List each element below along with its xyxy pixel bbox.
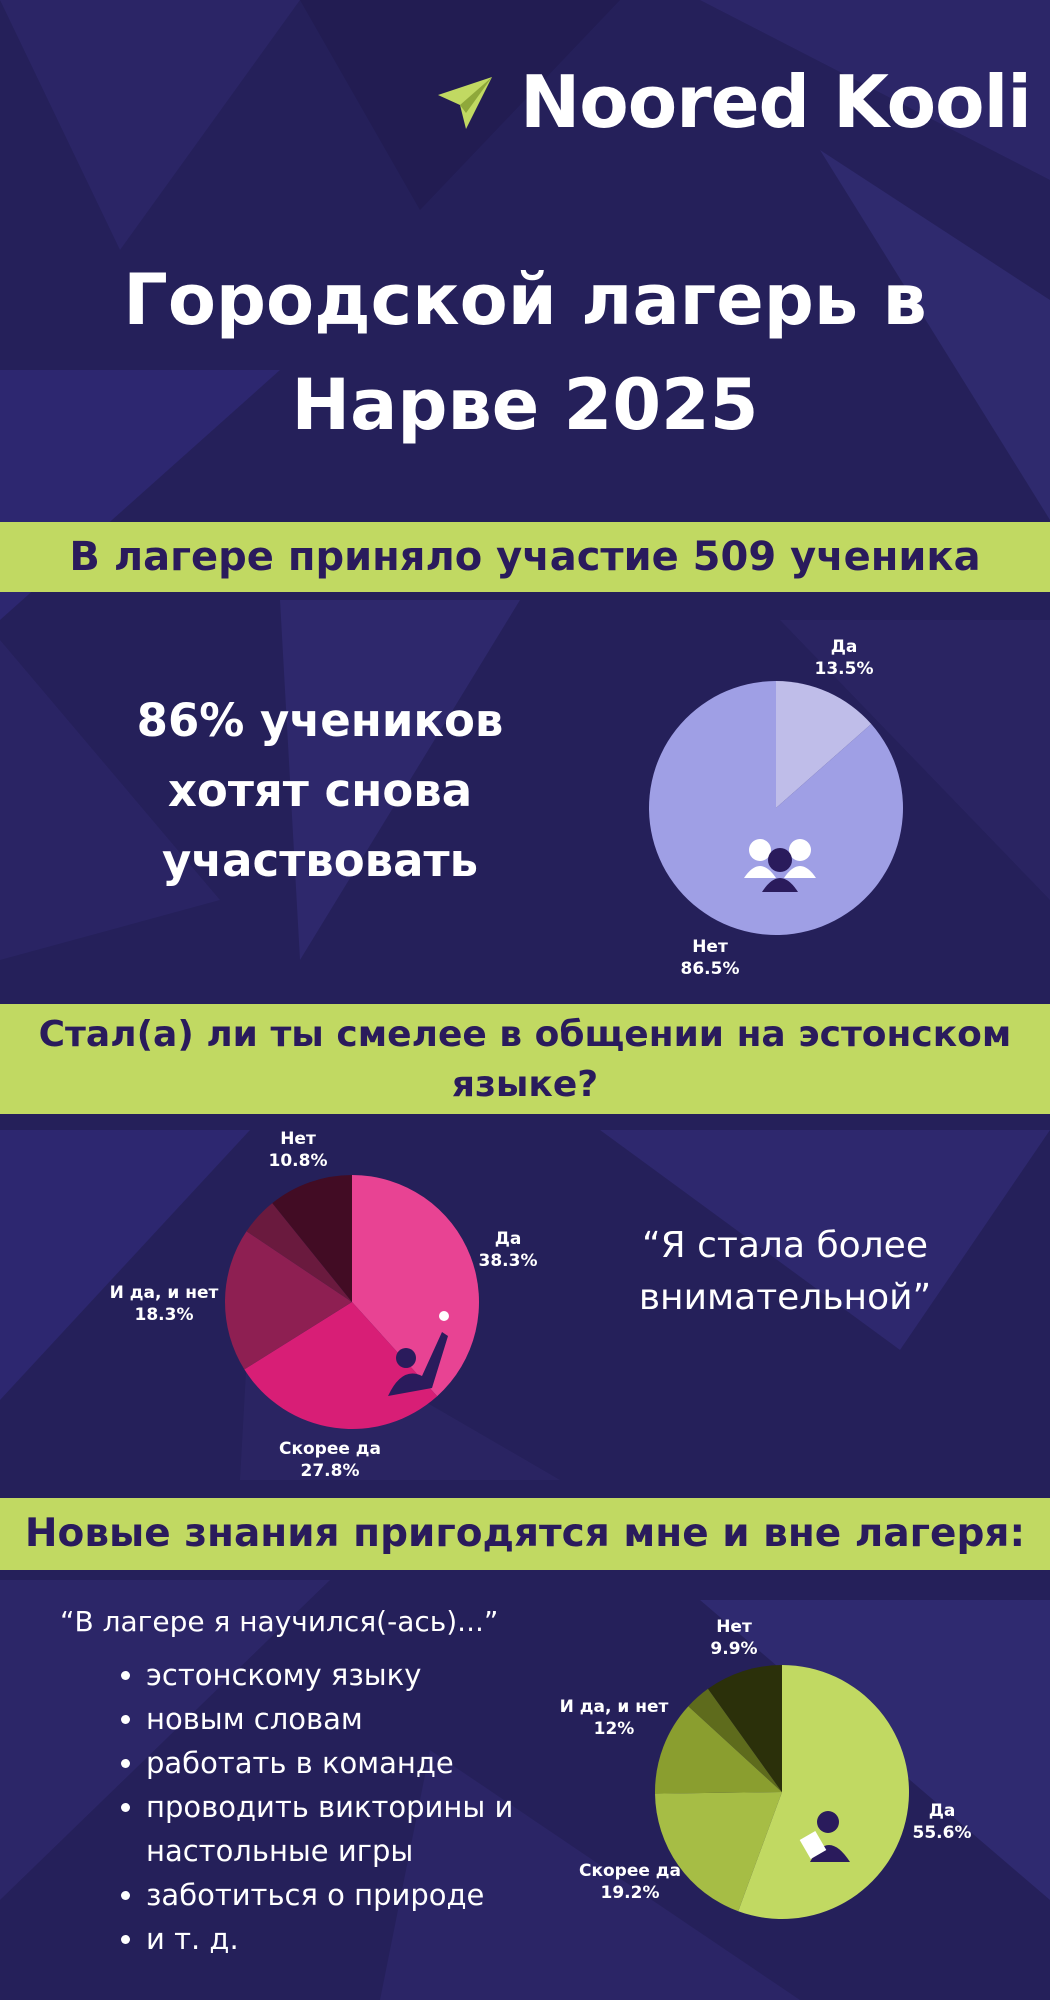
section2-heading: Стал(а) ли ты смелее в общении на эстонс…	[0, 1004, 1050, 1114]
page-title: Городской лагерь в Нарве 2025	[123, 259, 927, 446]
list-item: и т. д.	[146, 1917, 578, 1961]
slice-label: Скорее да 27.8%	[279, 1439, 381, 1481]
brand-name: Noored Kooli	[520, 60, 1032, 144]
slice-label: Да 55.6%	[913, 1801, 972, 1843]
pie-slice	[352, 1175, 479, 1397]
pie-slice	[244, 1302, 438, 1429]
pie-slice	[688, 1688, 782, 1792]
pie-slice	[649, 681, 903, 935]
pie-slice	[655, 1792, 782, 1912]
pie-slice	[738, 1665, 909, 1919]
section3-heading: Новые знания пригодятся мне и вне лагеря…	[0, 1498, 1050, 1570]
learned-list: эстонскому языку новым словам работать в…	[118, 1653, 578, 1961]
list-item: проводить викторины и настольные игры	[146, 1785, 578, 1873]
pie-slice	[225, 1231, 352, 1370]
pie-slice	[655, 1706, 782, 1794]
section1-heading: В лагере приняло участие 509 ученика	[0, 522, 1050, 592]
list-item: эстонскому языку	[146, 1653, 578, 1697]
slice-label: Скорее да 19.2%	[579, 1861, 681, 1903]
pie-chart-confidence: Да 38.3% Скорее да 27.8% И да, и нет 18.3% Нет…	[110, 1129, 538, 1481]
pie-chart-return: Да 13.5% Нет 86.5%	[649, 637, 903, 979]
brand-logo: Noored Kooli	[436, 60, 1032, 144]
slice-label: И да, и нет 18.3%	[110, 1283, 219, 1325]
return-stat-text: 86% учеников хотят снова участвовать	[136, 694, 504, 887]
list-item: новым словам	[146, 1697, 578, 1741]
slice-label: И да, и нет 12%	[560, 1697, 669, 1739]
paper-plane-icon	[438, 77, 492, 129]
slice-label: Да 13.5%	[815, 637, 874, 679]
slice-label: Нет 9.9%	[710, 1617, 757, 1659]
slice-label: Нет 10.8%	[269, 1129, 328, 1171]
raised-hand-person-icon	[388, 1311, 449, 1396]
learned-quote: “В лагере я научился(-ась)...”	[60, 1605, 499, 1638]
list-item: работать в команде	[146, 1741, 578, 1785]
pie-slice	[246, 1203, 352, 1302]
pie-chart-usefulness: Да 55.6% Скорее да 19.2% И да, и нет 12% Нет 9.…	[560, 1617, 972, 1919]
pie-slice	[776, 681, 872, 808]
slice-label: Да 38.3%	[479, 1229, 538, 1271]
pie-slice	[707, 1665, 782, 1792]
person-with-tablet-icon	[799, 1811, 850, 1862]
pie-slice	[272, 1175, 352, 1302]
group-of-people-icon	[744, 839, 816, 892]
student-quote: “Я стала более внимательной”	[638, 1225, 932, 1318]
list-item: заботиться о природе	[146, 1873, 578, 1917]
slice-label: Нет 86.5%	[681, 937, 740, 979]
